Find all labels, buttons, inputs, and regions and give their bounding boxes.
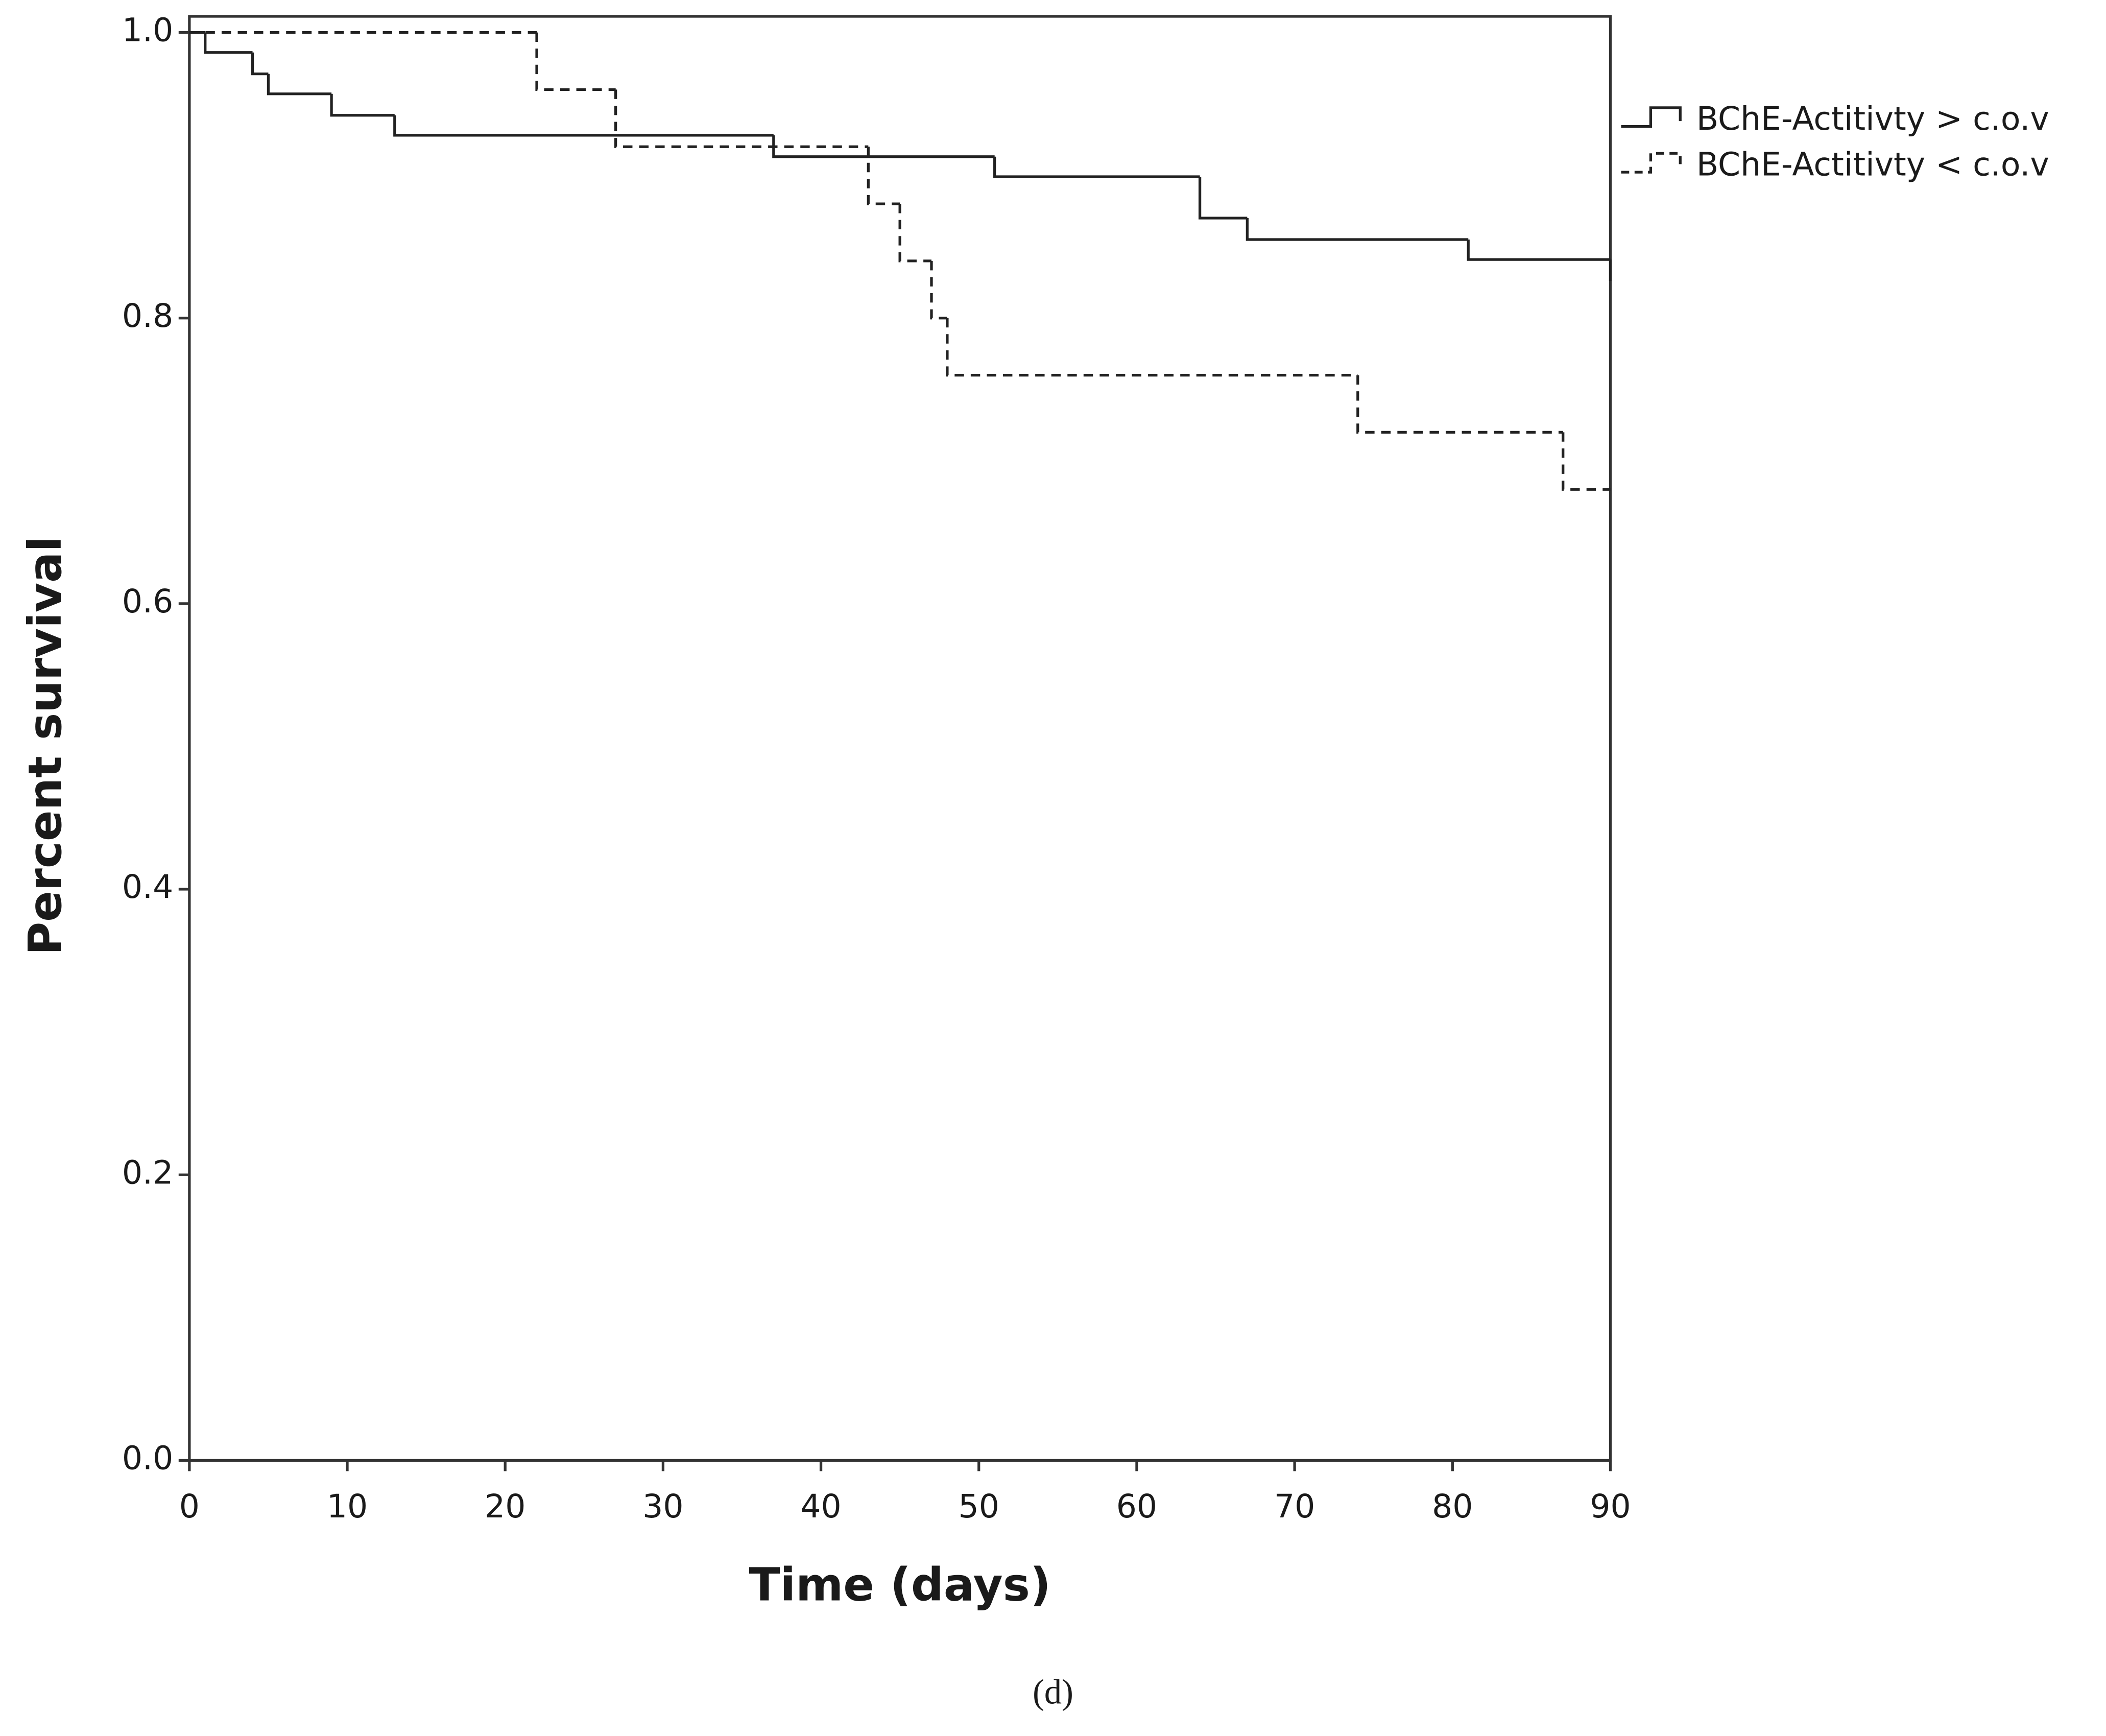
legend-label: BChE-Actitivty > c.o.v xyxy=(1696,100,2049,137)
survival-step xyxy=(267,74,332,96)
survival-step xyxy=(535,32,616,91)
survival-step xyxy=(204,32,253,54)
x-tick-label: 30 xyxy=(642,1487,683,1525)
y-tick-label: 1.0 xyxy=(122,11,173,49)
survival-step xyxy=(1356,375,1563,434)
survival-step xyxy=(614,89,869,148)
survival-step xyxy=(772,135,995,158)
x-tick-label: 90 xyxy=(1590,1487,1631,1525)
caption: (d) xyxy=(1033,1672,1073,1711)
survival-step xyxy=(1467,239,1611,261)
survival-step xyxy=(867,147,900,205)
legend-label: BChE-Actitivty < c.o.v xyxy=(1696,146,2049,183)
x-tick-label: 40 xyxy=(800,1487,841,1525)
y-tick-label: 0.2 xyxy=(122,1153,173,1191)
x-tick-label: 20 xyxy=(485,1487,525,1525)
legend-symbol xyxy=(1621,152,1682,174)
x-tick-label: 0 xyxy=(179,1487,200,1525)
y-axis-label: Percent survival xyxy=(19,536,72,956)
y-tick-label: 0.0 xyxy=(122,1439,173,1477)
x-tick-label: 10 xyxy=(327,1487,368,1525)
survival-step xyxy=(946,318,1358,377)
survival-step xyxy=(330,93,395,117)
survival-step xyxy=(898,204,932,263)
y-tick-label: 0.4 xyxy=(122,868,173,906)
survival-step xyxy=(393,115,774,137)
y-tick-label: 0.6 xyxy=(122,582,173,620)
survival-step xyxy=(1562,432,1611,491)
x-tick-label: 60 xyxy=(1116,1487,1157,1525)
x-tick-label: 50 xyxy=(959,1487,999,1525)
x-tick-label: 80 xyxy=(1432,1487,1473,1525)
y-tick-label: 0.8 xyxy=(122,297,173,335)
survival-step xyxy=(251,52,269,76)
survival-step xyxy=(1198,176,1248,220)
survival-step xyxy=(930,260,947,320)
legend-symbol xyxy=(1621,106,1682,128)
x-tick-label: 70 xyxy=(1274,1487,1315,1525)
survival-step xyxy=(993,156,1200,178)
plot-frame xyxy=(188,15,1612,1462)
survival-step xyxy=(1246,218,1469,241)
x-axis-label: Time (days) xyxy=(749,1559,1050,1612)
